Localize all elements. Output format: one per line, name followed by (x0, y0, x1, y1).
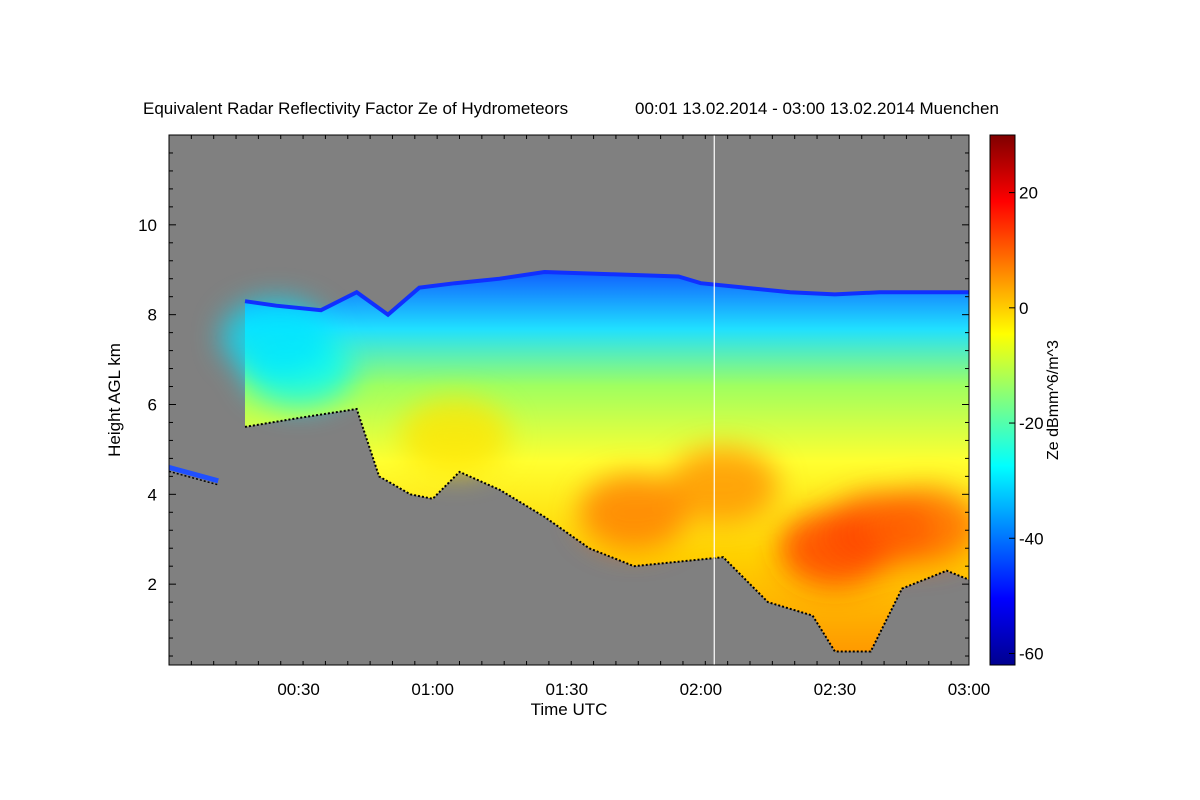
x-tick-label: 01:30 (545, 680, 588, 699)
x-tick-label: 01:00 (411, 680, 454, 699)
plot-frame (168, 134, 970, 666)
cloud-top-edge (244, 269, 969, 318)
colorbar-tick-label: 20 (1019, 184, 1038, 203)
y-axis-label: Height AGL km (105, 343, 124, 457)
y-tick-label: 10 (138, 216, 157, 235)
chart-title: Equivalent Radar Reflectivity Factor Ze … (143, 99, 568, 118)
colorbar-tick-label: -40 (1019, 529, 1044, 548)
colorbar: -60 -40 -20 0 20 Ze dBmm^6/m^3 (989, 134, 1062, 666)
x-tick-label: 02:00 (680, 680, 723, 699)
colorbar-tick-label: -60 (1019, 644, 1044, 663)
y-tick-label: 2 (148, 575, 157, 594)
reflectivity-cores (221, 299, 969, 587)
low-layer-base (169, 470, 219, 486)
colorbar-tick-label: 0 (1019, 299, 1028, 318)
chart-period-location: 00:01 13.02.2014 - 03:00 13.02.2014 Muen… (635, 99, 999, 118)
y-tick-label: 8 (148, 306, 157, 325)
y-axis: 2 4 6 8 10 (138, 152, 969, 657)
colorbar-gradient (989, 134, 1016, 666)
y-tick-label: 4 (148, 485, 157, 504)
colorbar-tick-label: -20 (1019, 414, 1044, 433)
colorbar-label: Ze dBmm^6/m^3 (1045, 340, 1062, 460)
x-tick-label: 00:30 (277, 680, 320, 699)
x-tick-label: 03:00 (948, 680, 991, 699)
x-axis: 00:30 01:00 01:30 02:00 02:30 03:00 (168, 135, 991, 699)
y-tick-label: 6 (148, 395, 157, 414)
reflectivity-core (400, 397, 510, 474)
reflectivity-core (869, 487, 969, 564)
reflectivity-core (578, 474, 689, 551)
low-echo-layer (169, 464, 219, 484)
x-tick-label: 02:30 (814, 680, 857, 699)
reflectivity-core (221, 299, 332, 376)
x-axis-label: Time UTC (531, 700, 608, 719)
plot-area (168, 134, 970, 666)
reflectivity-core (668, 447, 779, 524)
